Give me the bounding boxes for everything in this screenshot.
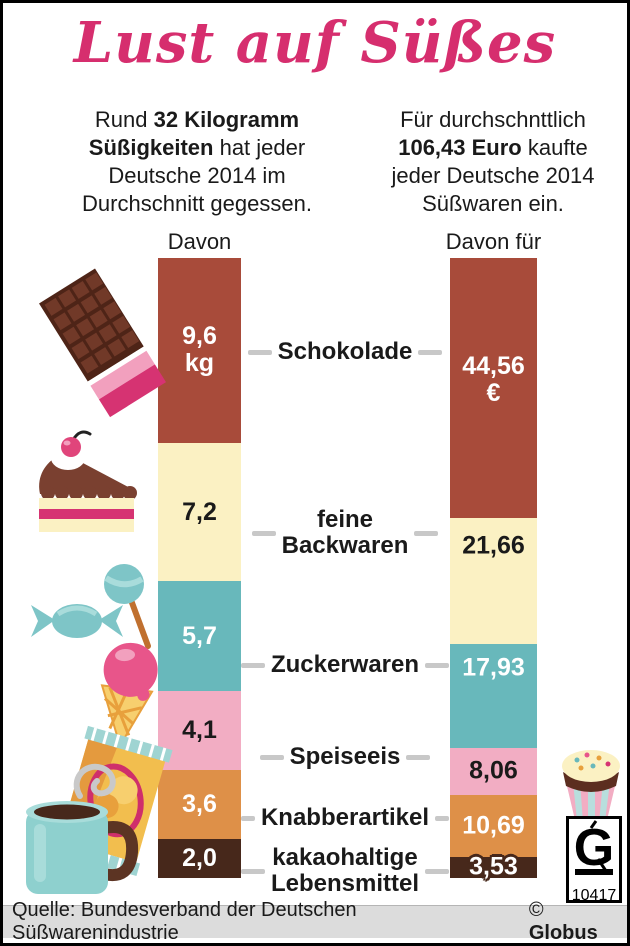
page-title: Lust auf Süßes	[73, 10, 557, 76]
left-bar-segment-zuckerwaren: 5,7	[158, 581, 241, 692]
connector-dash	[406, 754, 431, 760]
right-bar-value-feine-backwaren: 21,66	[462, 531, 525, 560]
connector-dash	[418, 349, 443, 355]
right-bar-value-knabberartikel: 10,69	[462, 811, 525, 840]
globus-g-icon: G	[574, 819, 614, 877]
connector-dash	[425, 662, 449, 668]
left-bar-segment-feine-backwaren: 7,2	[158, 442, 241, 582]
right-column-header: Davon für	[445, 229, 542, 254]
right-bar-value-kakaohaltige-lebensmittel: 3,53	[469, 852, 518, 881]
left-bar-segment-speiseeis: 4,1	[158, 691, 241, 771]
connector-dash	[425, 868, 449, 874]
category-label-feine-backwaren: feine Backwaren	[281, 506, 409, 559]
connector-dash	[247, 349, 272, 355]
left-bar-value-feine-backwaren: 7,2	[182, 497, 217, 526]
category-row-speiseeis: Speiseeis	[241, 744, 449, 770]
category-label-knabberartikel: Knabberartikel	[260, 804, 430, 831]
connector-dash	[435, 815, 449, 821]
category-row-zuckerwaren: Zuckerwaren	[241, 652, 449, 678]
cake-icon	[30, 430, 152, 545]
right-bar-value-zuckerwaren: 17,93	[462, 653, 525, 682]
globus-logo: G 10417	[566, 816, 622, 904]
source-text: Quelle: Bundesverband der Deutschen Süßw…	[12, 899, 357, 944]
left-bar-segment-knabberartikel: 3,6	[158, 770, 241, 840]
intro-right-line4: Süßwaren ein.	[422, 191, 564, 216]
left-column-header: Davon	[167, 229, 232, 254]
intro-left-line1: Rund 32 Kilogramm	[94, 107, 300, 132]
left-bar-value-knabberartikel: 3,6	[182, 790, 217, 819]
category-row-knabberartikel: Knabberartikel	[241, 805, 449, 831]
right-bar-value-speiseeis: 8,06	[469, 756, 518, 785]
intro-text-right: Für durchschnttlich 106,43 Euro kaufte j…	[366, 106, 620, 218]
category-row-feine-backwaren: feine Backwaren	[241, 507, 449, 559]
footer-bar: Quelle: Bundesverband der Deutschen Süßw…	[0, 899, 630, 944]
right-bar-value-schokolade: 44,56 €	[462, 352, 525, 407]
right-bar-values: 44,56 € 21,66 17,93 8,06 10,69 3,53	[450, 258, 537, 881]
connector-dash	[414, 530, 439, 536]
left-stacked-bar: 9,6 kg 7,2 5,7 4,1 3,6 2,0	[158, 258, 241, 878]
category-label-kakaohaltige-lebensmittel: kakaohaltige Lebensmittel	[270, 844, 420, 897]
category-label-zuckerwaren: Zuckerwaren	[270, 651, 420, 678]
intro-left-line4: Durchschnitt gegessen.	[82, 191, 312, 216]
category-row-schokolade: Schokolade	[241, 339, 449, 365]
left-bar-value-speiseeis: 4,1	[182, 716, 217, 745]
ice-cream-icon	[80, 642, 175, 752]
category-label-schokolade: Schokolade	[277, 338, 413, 365]
left-bar-segment-schokolade: 9,6 kg	[158, 258, 241, 443]
right-bar-segment-kakaohaltige-lebensmittel	[450, 857, 537, 879]
connector-dash	[241, 662, 265, 668]
left-bar-value-schokolade: 9,6 kg	[182, 322, 217, 378]
right-stacked-bar	[450, 258, 537, 879]
intro-right-line1: Für durchschnttlich	[400, 107, 586, 132]
right-bar-segment-feine-backwaren	[450, 517, 537, 644]
right-bar-segment-knabberartikel	[450, 795, 537, 858]
intro-right-line2: 106,43 Euro kaufte	[398, 135, 588, 160]
intro-left-line2: Süßigkeiten hat jeder	[88, 135, 306, 160]
intro-right-line3: jeder Deutsche 2014	[391, 163, 595, 188]
intro-left-line3: Deutsche 2014 im	[108, 163, 286, 188]
globus-number: 10417	[571, 887, 617, 904]
left-bar-value-kakaohaltige-lebensmittel: 2,0	[182, 844, 217, 873]
chocolate-icon	[39, 268, 167, 418]
right-bar-segment-speiseeis	[450, 748, 537, 796]
left-bar-value-zuckerwaren: 5,7	[182, 621, 217, 650]
intro-text-left: Rund 32 Kilogramm Süßigkeiten hat jeder …	[52, 106, 342, 218]
svg-text:G: G	[574, 819, 614, 877]
connector-dash	[241, 868, 265, 874]
cupcake-icon	[553, 746, 629, 824]
connector-dash	[241, 815, 255, 821]
coffee-mug-icon	[8, 748, 139, 900]
connector-dash	[251, 530, 276, 536]
right-bar-segment-schokolade	[450, 258, 537, 518]
category-labels: Schokolade feine Backwaren Zuckerwaren Spei…	[241, 258, 449, 897]
category-label-speiseeis: Speiseeis	[289, 743, 401, 770]
left-bar-segment-kakaohaltige-lebensmittel: 2,0	[158, 839, 241, 878]
candy-icon	[25, 558, 160, 658]
copyright-text: © Globus	[528, 899, 598, 944]
connector-dash	[259, 754, 284, 760]
right-bar-segment-zuckerwaren	[450, 643, 537, 749]
category-row-kakaohaltige-lebensmittel: kakaohaltige Lebensmittel	[241, 845, 449, 897]
